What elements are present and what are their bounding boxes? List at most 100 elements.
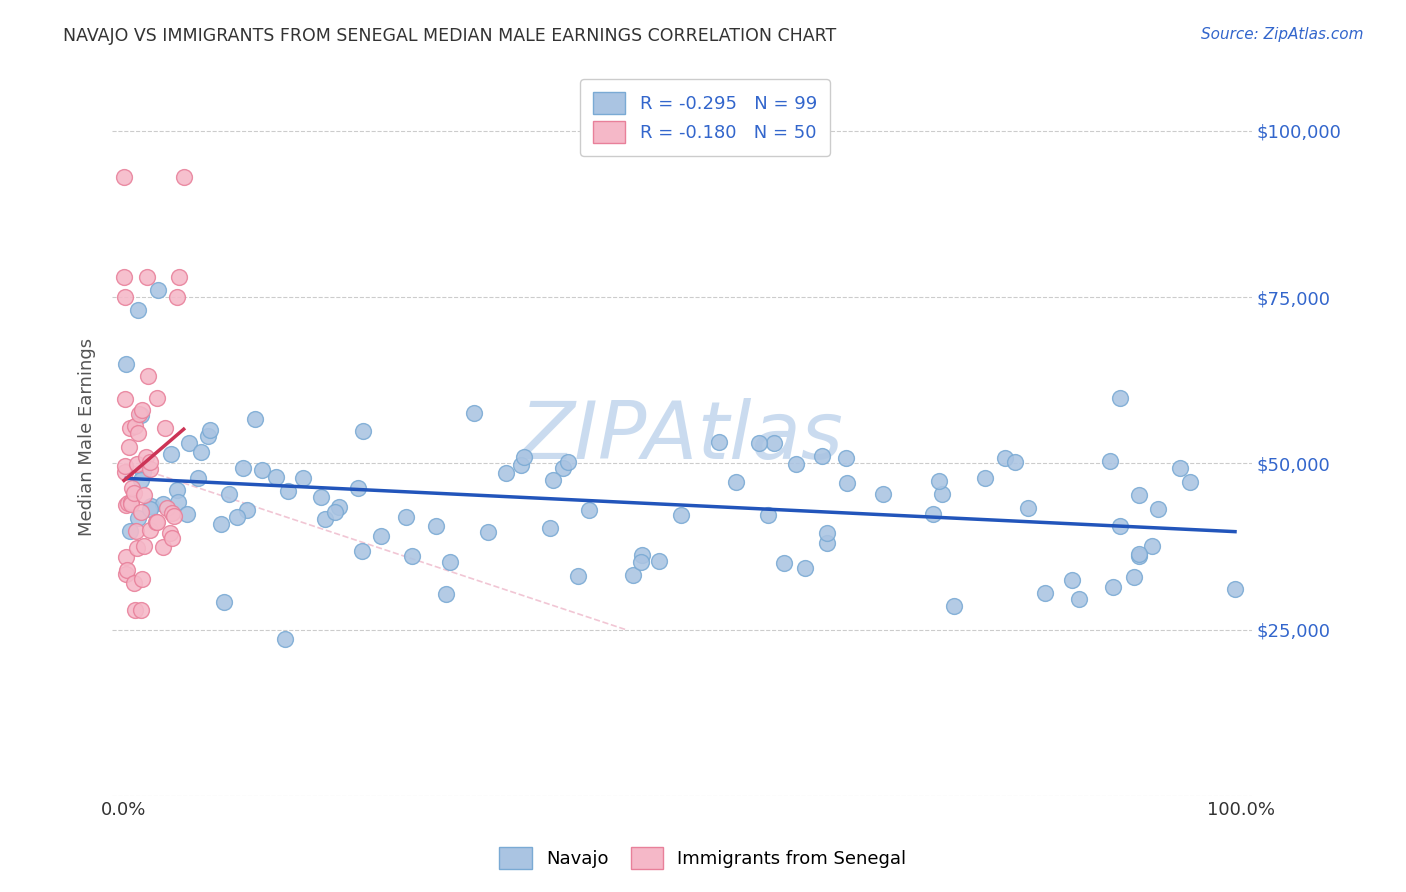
Point xyxy=(578,503,600,517)
Point xyxy=(725,475,748,490)
Point xyxy=(1142,539,1164,553)
Point xyxy=(225,510,247,524)
Point xyxy=(928,474,950,488)
Point xyxy=(127,425,149,440)
Point xyxy=(538,521,561,535)
Point xyxy=(648,554,671,568)
Point xyxy=(127,303,149,318)
Point xyxy=(120,498,142,512)
Point xyxy=(152,541,174,555)
Point xyxy=(243,411,266,425)
Point xyxy=(139,455,162,469)
Point xyxy=(974,471,997,485)
Legend: R = -0.295   N = 99, R = -0.180   N = 50: R = -0.295 N = 99, R = -0.180 N = 50 xyxy=(581,79,830,156)
Point xyxy=(120,495,142,509)
Point xyxy=(553,460,575,475)
Point xyxy=(129,408,152,422)
Point xyxy=(477,525,499,540)
Point xyxy=(273,632,295,647)
Legend: Navajo, Immigrants from Senegal: Navajo, Immigrants from Senegal xyxy=(491,838,915,879)
Point xyxy=(159,525,181,540)
Point xyxy=(631,548,654,562)
Point xyxy=(114,392,136,406)
Point xyxy=(1033,586,1056,600)
Point xyxy=(117,440,139,454)
Point xyxy=(1108,392,1130,406)
Point xyxy=(707,434,730,449)
Point xyxy=(931,487,953,501)
Point xyxy=(309,491,332,505)
Point xyxy=(401,549,423,563)
Point xyxy=(139,523,162,537)
Point xyxy=(135,450,157,464)
Point xyxy=(129,505,152,519)
Point xyxy=(328,500,350,515)
Point xyxy=(146,515,169,529)
Point xyxy=(127,457,149,471)
Point xyxy=(160,531,183,545)
Point xyxy=(541,473,564,487)
Point xyxy=(1098,454,1121,468)
Point xyxy=(277,483,299,498)
Point xyxy=(166,290,188,304)
Point xyxy=(209,516,232,531)
Point xyxy=(218,487,240,501)
Point xyxy=(669,508,692,522)
Point xyxy=(621,567,644,582)
Point xyxy=(138,462,160,476)
Point xyxy=(145,515,167,529)
Point xyxy=(127,511,149,525)
Point xyxy=(922,508,945,522)
Point xyxy=(347,481,370,495)
Point xyxy=(837,475,859,490)
Point xyxy=(1123,570,1146,584)
Point xyxy=(160,447,183,461)
Point xyxy=(323,505,346,519)
Point xyxy=(129,473,152,487)
Point xyxy=(557,455,579,469)
Point xyxy=(179,435,201,450)
Y-axis label: Median Male Earnings: Median Male Earnings xyxy=(79,338,96,536)
Point xyxy=(1004,455,1026,469)
Point xyxy=(232,461,254,475)
Point xyxy=(197,429,219,443)
Point xyxy=(370,529,392,543)
Point xyxy=(139,502,162,516)
Point xyxy=(155,420,177,434)
Point xyxy=(434,587,457,601)
Point xyxy=(146,284,169,298)
Point xyxy=(236,503,259,517)
Point xyxy=(1101,580,1123,594)
Point xyxy=(117,496,139,510)
Point xyxy=(163,508,186,523)
Point xyxy=(112,270,135,285)
Point xyxy=(815,525,838,540)
Point xyxy=(794,560,817,574)
Point xyxy=(124,419,146,434)
Text: NAVAJO VS IMMIGRANTS FROM SENEGAL MEDIAN MALE EARNINGS CORRELATION CHART: NAVAJO VS IMMIGRANTS FROM SENEGAL MEDIAN… xyxy=(63,27,837,45)
Point xyxy=(114,549,136,564)
Point xyxy=(1128,549,1150,563)
Point xyxy=(212,595,235,609)
Point xyxy=(152,497,174,511)
Point xyxy=(1109,519,1132,533)
Point xyxy=(1128,547,1150,561)
Point xyxy=(1128,488,1150,502)
Point xyxy=(834,451,856,466)
Point xyxy=(128,407,150,421)
Point xyxy=(125,541,148,555)
Point xyxy=(115,357,138,371)
Point xyxy=(748,436,770,450)
Point xyxy=(439,555,461,569)
Point xyxy=(509,458,531,473)
Point xyxy=(132,539,155,553)
Point xyxy=(1180,475,1202,490)
Point xyxy=(121,481,143,495)
Point xyxy=(118,524,141,539)
Point xyxy=(132,465,155,479)
Point xyxy=(167,270,190,285)
Point xyxy=(115,563,138,577)
Point xyxy=(994,451,1017,466)
Point xyxy=(136,368,159,383)
Point xyxy=(114,458,136,473)
